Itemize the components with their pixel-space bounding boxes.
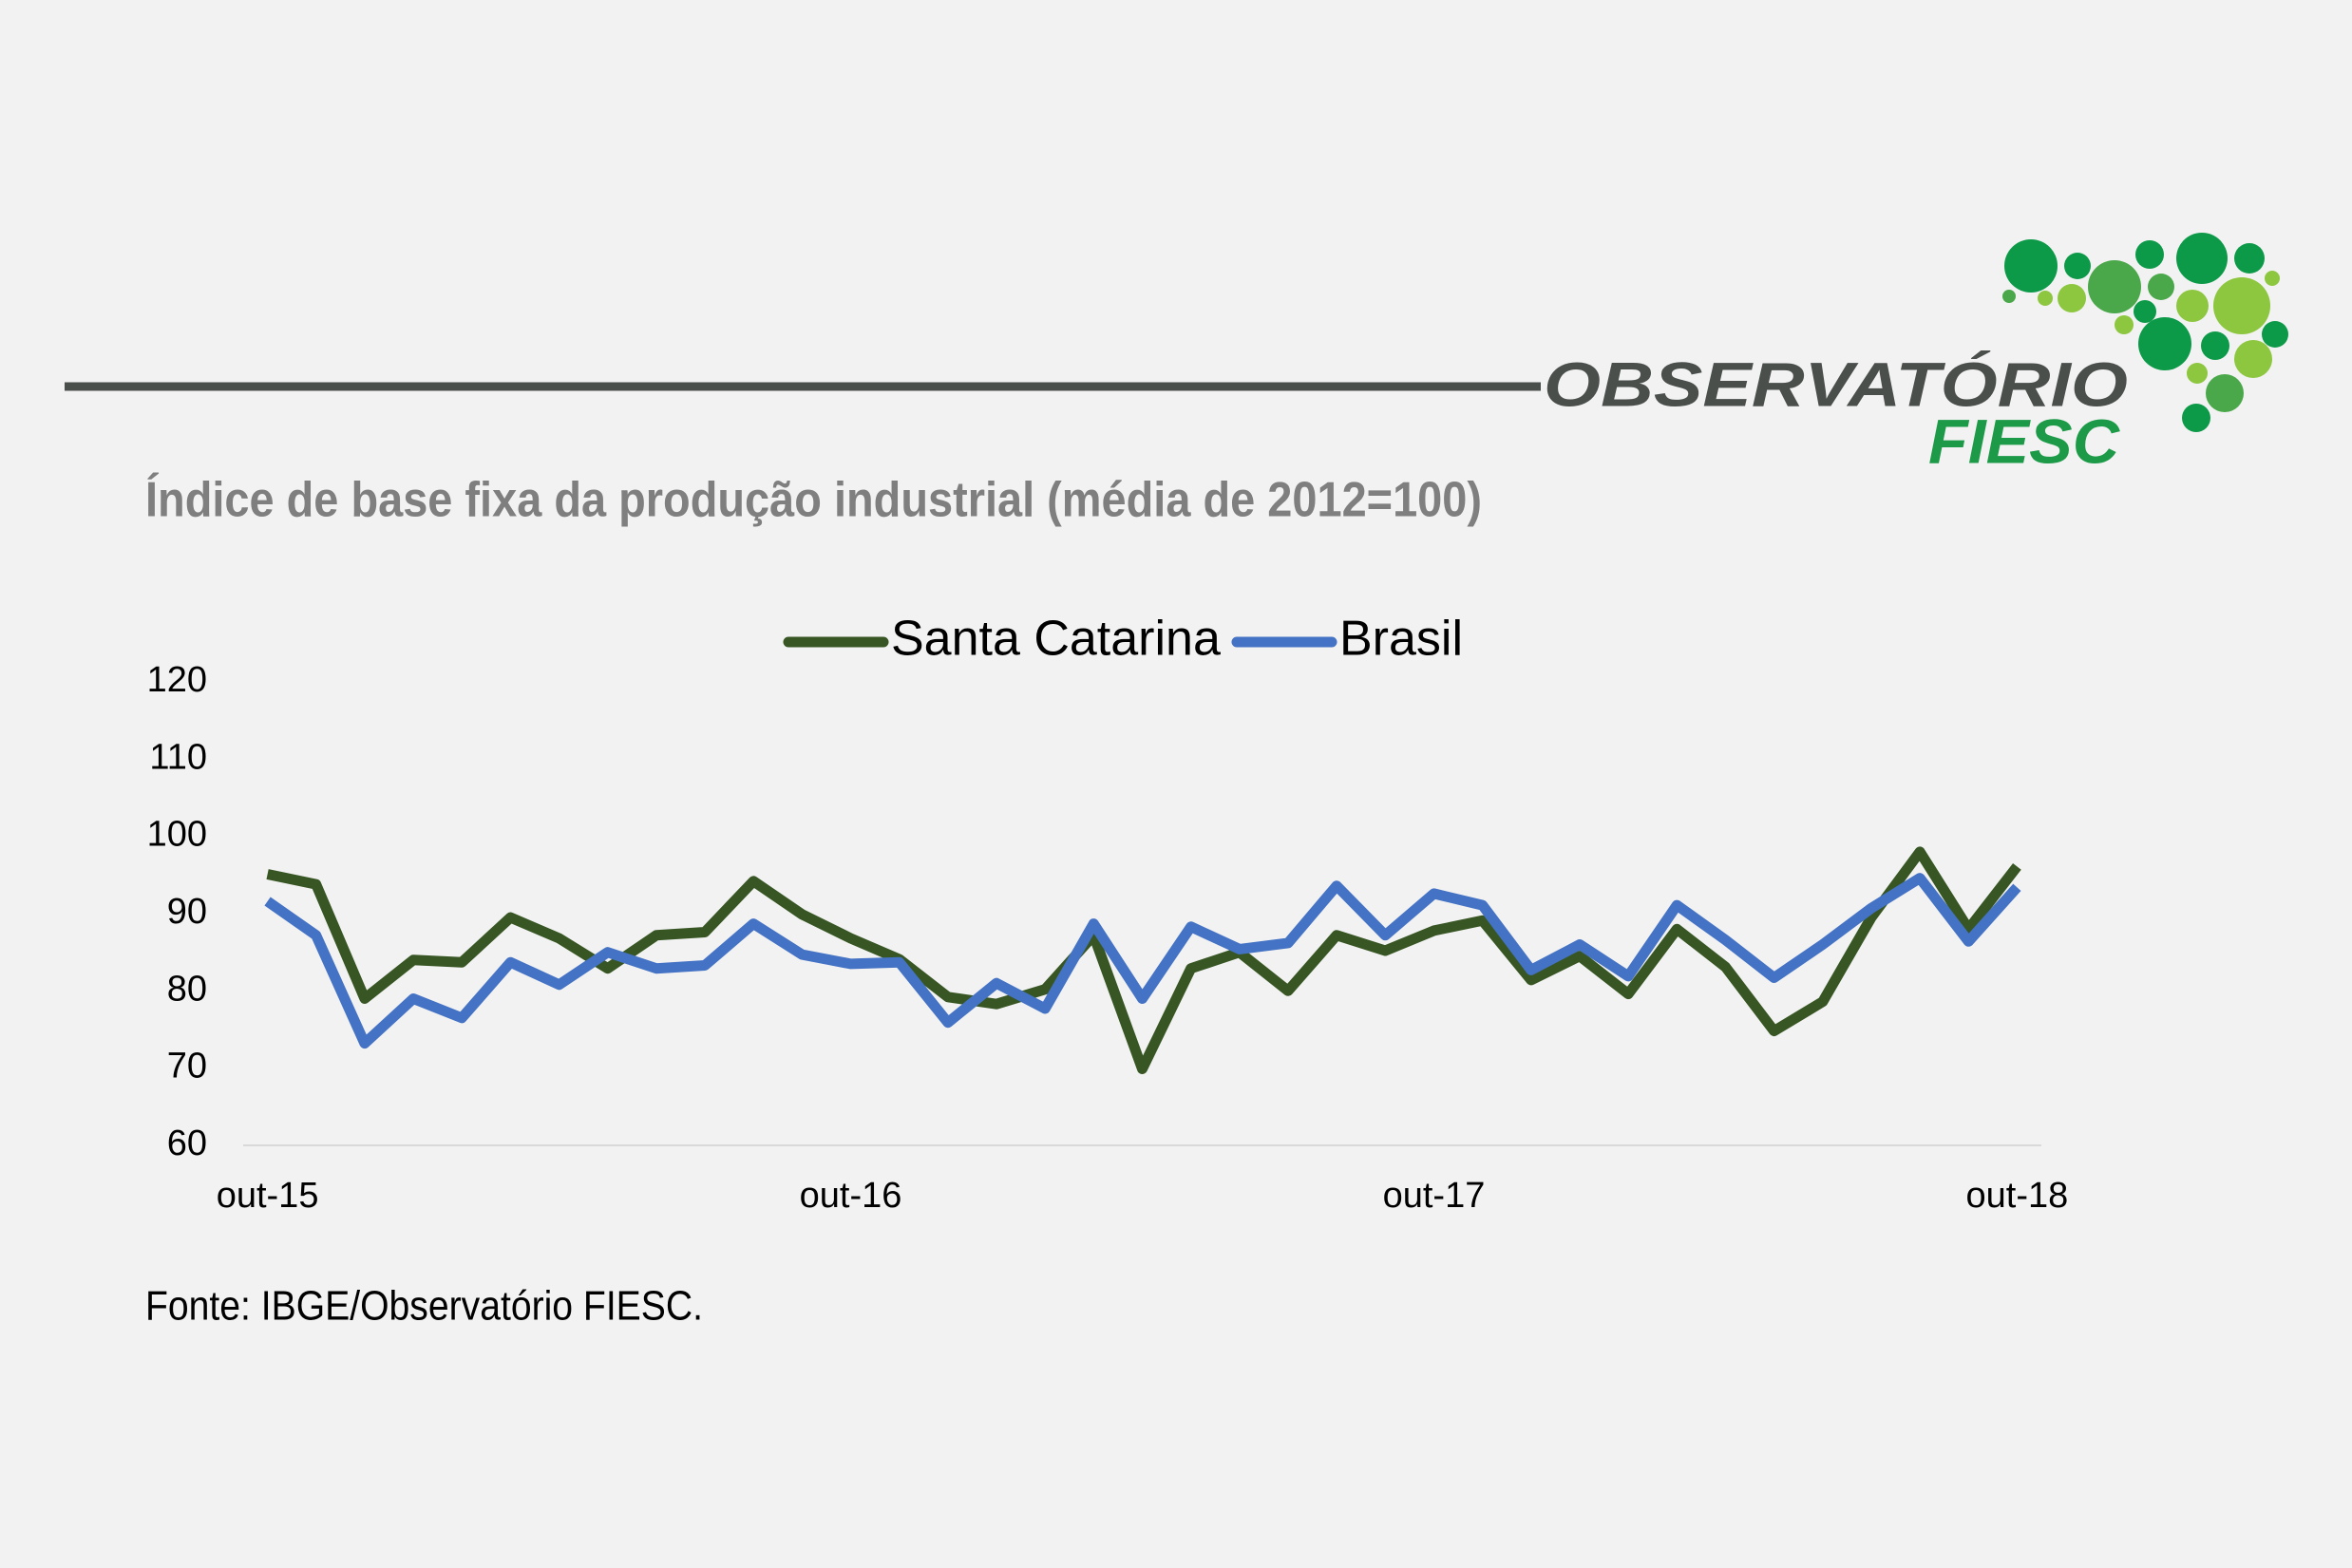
logo-subtext: FIESC (1928, 406, 2120, 476)
y-tick-label: 120 (147, 660, 207, 700)
x-tick-label: out-17 (1383, 1176, 1486, 1216)
y-tick-label: 60 (167, 1124, 207, 1163)
plot: 60 70 80 90 100 110 120 out-15 out-16 out-17 out-1… (147, 612, 2069, 1216)
legend-label: Santa Catarina (891, 612, 1221, 667)
y-tick-label: 80 (167, 969, 207, 1009)
y-tick-label: 110 (149, 737, 207, 777)
x-tick-label: out-16 (800, 1176, 902, 1216)
source-note: Fonte: IBGE/Observatório FIESC. (145, 1283, 703, 1330)
logo-bubbles (2002, 233, 2288, 432)
y-tick-label: 100 (147, 815, 207, 855)
y-tick-label: 90 (167, 892, 207, 932)
x-tick-label: out-15 (217, 1176, 319, 1216)
chart-title: Índice de base fixa da produção industri… (145, 473, 1482, 528)
x-tick-label: out-18 (1966, 1176, 2069, 1216)
series-line (264, 873, 2021, 1049)
logo-text: OBSERVATÓRIO (1544, 349, 2128, 419)
y-tick-label: 70 (167, 1047, 207, 1086)
legend-label: Brasil (1339, 612, 1463, 667)
series-line (266, 846, 2021, 1074)
